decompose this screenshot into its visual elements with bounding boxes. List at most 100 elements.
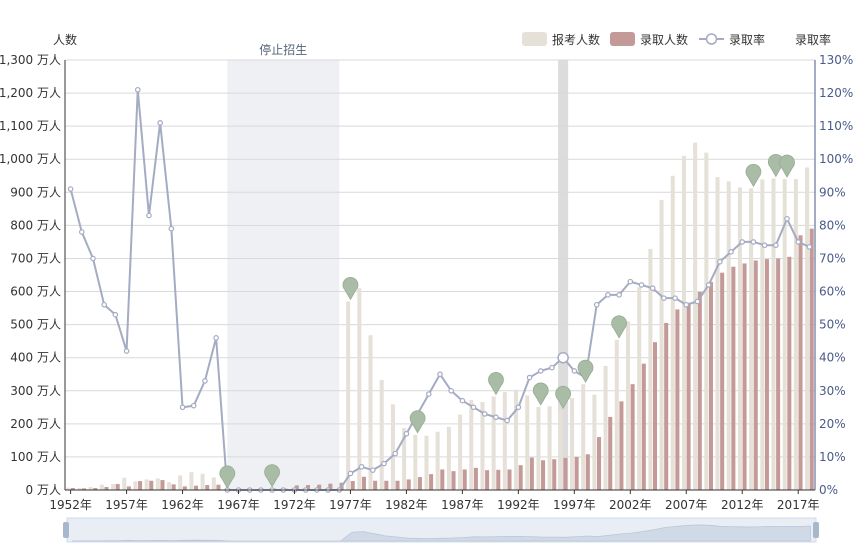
rate-point-1979[interactable] [370,467,376,473]
bar-admitted-1980[interactable] [384,480,389,490]
markpoint-pin-1990[interactable] [488,371,504,396]
bar-admitted-2009[interactable] [708,281,713,490]
bar-applicants-2015[interactable] [771,178,776,490]
rate-point-2010[interactable] [717,258,723,265]
bar-admitted-1992[interactable] [518,465,523,490]
bar-admitted-1962[interactable] [182,486,187,490]
markpoint-pin-1977[interactable] [342,277,359,301]
zoom-selected-range[interactable] [67,518,816,542]
bar-applicants-1986[interactable] [446,426,451,490]
rate-point-2008[interactable] [694,298,701,305]
bar-applicants-1991[interactable] [502,392,507,490]
bar-applicants-2005[interactable] [659,199,664,490]
bar-applicants-1980[interactable] [379,379,384,490]
bar-admitted-2005[interactable] [664,322,669,490]
rate-point-2012[interactable] [739,239,746,245]
bar-applicants-1988[interactable] [469,400,474,490]
bar-applicants-2011[interactable] [726,181,731,490]
bar-applicants-1956[interactable] [111,484,116,490]
bar-admitted-1963[interactable] [194,485,199,490]
rate-point-2002[interactable] [627,278,634,285]
rate-point-1962[interactable] [179,404,186,411]
rate-point-1986[interactable] [448,387,454,394]
rate-point-2015[interactable] [773,242,779,249]
rate-point-2016[interactable] [784,215,790,222]
bar-admitted-1958[interactable] [138,481,143,490]
rate-point-1994[interactable] [537,368,544,374]
bar-admitted-2004[interactable] [652,342,658,490]
bar-applicants-2007[interactable] [681,155,686,490]
legend-item-admitted[interactable]: 录取人数 [610,32,688,47]
bar-applicants-1999[interactable] [592,394,597,490]
bar-applicants-2013[interactable] [749,188,754,491]
bar-applicants-1997[interactable] [569,398,575,490]
bar-applicants-1987[interactable] [458,414,463,490]
bar-admitted-1983[interactable] [417,477,422,490]
bar-admitted-1973[interactable] [305,485,311,490]
rate-point-2007[interactable] [683,301,690,308]
zoom-handle-right[interactable] [813,522,819,538]
rate-point-1993[interactable] [526,374,533,381]
bar-admitted-1960[interactable] [160,480,165,490]
rate-point-2001[interactable] [616,292,622,298]
markpoint-pin-2013[interactable] [745,163,762,188]
markpoint-pin-1996[interactable] [555,385,571,410]
rate-point-1963[interactable] [190,402,197,409]
bar-admitted-2013[interactable] [753,260,758,490]
bar-admitted-1974[interactable] [317,484,322,490]
bar-admitted-1985[interactable] [440,469,445,490]
legend[interactable]: 报考人数 录取人数 录取率 [522,32,765,47]
bar-admitted-2016[interactable] [787,256,792,490]
rate-point-1960[interactable] [157,120,163,126]
bar-applicants-1996[interactable] [558,410,563,490]
rate-point-1980[interactable] [381,460,387,467]
rate-point-2003[interactable] [638,282,645,288]
bar-admitted-1990[interactable] [496,469,501,490]
bar-applicants-2017[interactable] [793,179,798,491]
rate-point-2006[interactable] [672,295,678,301]
bar-applicants-1954[interactable] [88,487,93,490]
bar-admitted-1955[interactable] [104,487,109,490]
bar-applicants-2016[interactable] [782,179,787,491]
bar-admitted-1979[interactable] [373,480,378,490]
markpoint-pin-1966[interactable] [219,465,236,489]
data-zoom-slider[interactable] [63,517,819,543]
bar-admitted-1997[interactable] [574,456,579,490]
bar-applicants-1982[interactable] [402,428,407,490]
bar-applicants-1978[interactable] [357,288,362,490]
legend-label-admitted[interactable]: 录取人数 [640,32,688,47]
rate-point-1965[interactable] [213,335,219,341]
rate-point-2005[interactable] [661,295,667,301]
bar-admitted-1981[interactable] [395,480,400,490]
rate-point-2013[interactable] [750,239,757,245]
bar-applicants-1998[interactable] [581,384,586,490]
bar-admitted-1956[interactable] [115,484,120,490]
rate-point-1987[interactable] [459,397,466,404]
rate-point-1954[interactable] [90,255,96,262]
bar-admitted-1982[interactable] [406,479,411,490]
bar-applicants-1981[interactable] [390,404,395,490]
bar-applicants-2018[interactable] [805,167,810,491]
rate-point-1952[interactable] [67,186,74,192]
bar-applicants-2002[interactable] [625,321,630,490]
rate-point-2011[interactable] [728,249,734,255]
rate-point-1995[interactable] [549,364,555,371]
bar-applicants-1953[interactable] [77,488,82,490]
bar-admitted-1995[interactable] [552,459,557,490]
rate-point-1991[interactable] [504,417,510,424]
rate-point-2018[interactable] [806,244,813,250]
bar-applicants-2010[interactable] [715,177,720,491]
bar-applicants-1952[interactable] [66,487,71,490]
bar-admitted-2011[interactable] [731,266,736,490]
bar-admitted-1978[interactable] [361,476,366,490]
bar-admitted-2018[interactable] [809,228,814,490]
rate-point-1990[interactable] [493,414,499,421]
bar-applicants-1964[interactable] [200,473,205,490]
bar-admitted-1998[interactable] [585,454,590,490]
rate-point-1989[interactable] [481,411,488,417]
bar-admitted-1953[interactable] [82,488,87,490]
legend-label-applicants[interactable]: 报考人数 [552,32,600,47]
bar-admitted-2010[interactable] [720,272,725,490]
bar-admitted-1993[interactable] [529,457,534,490]
bar-applicants-1977[interactable] [346,301,351,490]
